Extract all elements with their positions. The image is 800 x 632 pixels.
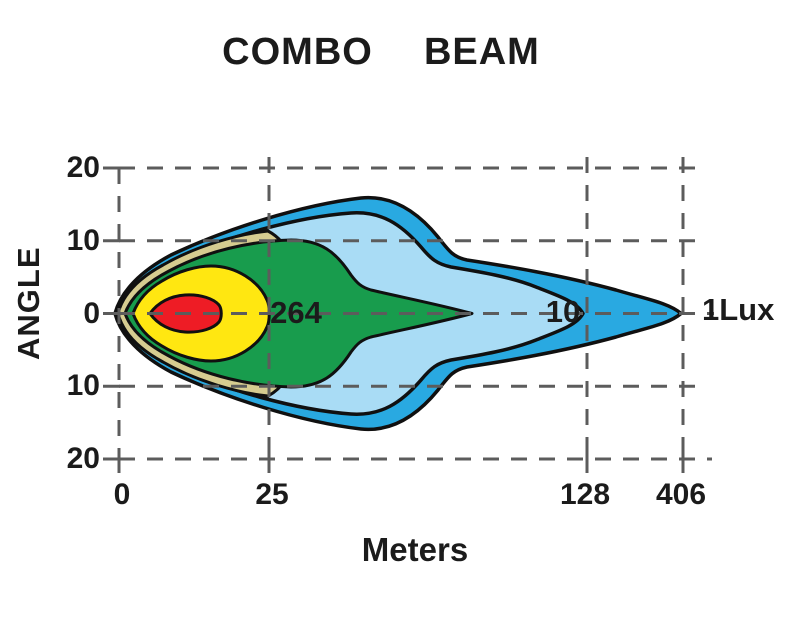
- y-tick-label: 10: [66, 369, 100, 402]
- zone-label-1lux: 1Lux: [702, 292, 775, 327]
- zone-label-10: 10: [545, 294, 581, 329]
- y-tick-label: 20: [66, 442, 100, 475]
- y-tick-label: 0: [83, 297, 100, 330]
- zone-label-264: 264: [270, 295, 322, 330]
- x-axis-label: Meters: [361, 531, 469, 568]
- x-tick-label: 406: [655, 478, 707, 511]
- chart-title: COMBO BEAM: [222, 31, 540, 73]
- x-tick-label: 128: [559, 478, 611, 511]
- x-tick-label: 25: [255, 478, 289, 511]
- y-tick-label: 20: [66, 151, 100, 184]
- axis-ticks: [103, 166, 685, 473]
- x-tick-label: 0: [113, 478, 131, 511]
- y-tick-label: 10: [66, 224, 100, 257]
- gridlines: [117, 157, 714, 474]
